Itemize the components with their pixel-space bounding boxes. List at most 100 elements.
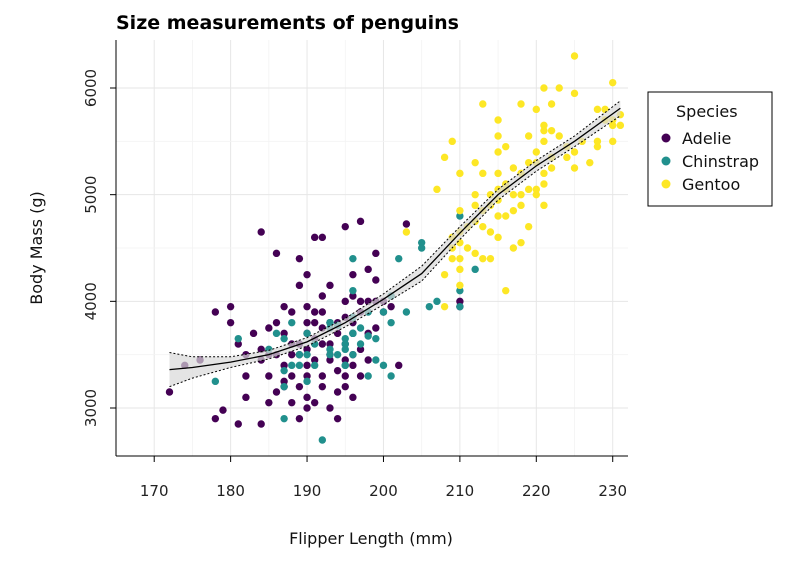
- legend: Species Adelie Chinstrap Gentoo: [647, 91, 773, 207]
- point-chinstrap: [280, 334, 288, 343]
- point-gentoo: [532, 148, 540, 156]
- point-gentoo: [593, 137, 602, 146]
- point-gentoo: [486, 254, 495, 263]
- point-adelie: [318, 308, 327, 316]
- point-adelie: [326, 281, 334, 290]
- point-adelie: [356, 345, 365, 354]
- x-axis-ticks: 170 180 190 200 210 220 230: [140, 456, 627, 500]
- point-gentoo: [555, 84, 563, 92]
- x-tick-label: 210: [446, 482, 475, 500]
- point-adelie: [288, 350, 296, 359]
- point-gentoo: [524, 185, 533, 194]
- point-adelie: [234, 340, 242, 348]
- point-adelie: [257, 345, 265, 354]
- point-adelie: [318, 340, 327, 348]
- legend-label-gentoo: Gentoo: [682, 175, 740, 194]
- point-gentoo: [563, 153, 571, 162]
- point-gentoo: [402, 228, 411, 236]
- confidence-lower-line: [169, 115, 621, 388]
- point-adelie: [318, 233, 327, 242]
- point-chinstrap: [326, 318, 334, 327]
- legend-item-adelie: Adelie: [661, 129, 731, 148]
- chart-title: Size measurements of penguins: [116, 12, 459, 34]
- point-adelie: [318, 382, 327, 391]
- point-chinstrap: [372, 334, 380, 343]
- point-adelie: [318, 292, 327, 300]
- point-chinstrap: [356, 340, 365, 348]
- point-adelie: [257, 420, 265, 428]
- y-tick-label: 6000: [82, 69, 100, 107]
- point-adelie: [303, 302, 311, 311]
- point-adelie: [303, 318, 311, 327]
- point-chinstrap: [372, 356, 380, 364]
- point-adelie: [364, 265, 372, 274]
- point-chinstrap: [318, 436, 327, 444]
- point-gentoo: [540, 121, 548, 130]
- point-chinstrap: [280, 366, 288, 375]
- point-chinstrap: [379, 308, 388, 316]
- point-adelie: [303, 372, 311, 380]
- point-gentoo: [517, 238, 525, 247]
- point-adelie: [341, 372, 349, 380]
- point-adelie: [272, 249, 281, 258]
- confidence-band: [169, 100, 621, 387]
- point-gentoo: [547, 126, 556, 135]
- point-gentoo: [517, 100, 525, 108]
- x-tick-label: 180: [216, 482, 245, 500]
- point-gentoo: [517, 190, 525, 199]
- point-adelie: [265, 372, 273, 380]
- point-gentoo: [502, 142, 510, 151]
- point-gentoo: [486, 228, 495, 236]
- point-gentoo: [463, 244, 472, 252]
- point-gentoo: [509, 206, 518, 215]
- point-chinstrap: [456, 212, 464, 220]
- point-gentoo: [494, 233, 502, 242]
- point-gentoo: [609, 121, 617, 130]
- point-gentoo: [616, 121, 625, 130]
- point-chinstrap: [456, 286, 464, 295]
- point-adelie: [310, 308, 319, 316]
- point-adelie: [295, 382, 304, 391]
- point-adelie: [303, 404, 311, 412]
- point-gentoo: [440, 153, 449, 162]
- point-adelie: [265, 398, 273, 407]
- point-adelie: [372, 324, 380, 332]
- point-chinstrap: [211, 377, 220, 386]
- x-tick-label: 190: [293, 482, 322, 500]
- point-chinstrap: [272, 329, 281, 338]
- point-gentoo: [524, 132, 533, 140]
- point-gentoo: [540, 126, 548, 135]
- point-adelie: [242, 372, 250, 380]
- point-gentoo: [448, 254, 456, 263]
- point-adelie: [280, 302, 288, 311]
- point-adelie: [326, 356, 334, 364]
- point-gentoo: [509, 164, 518, 172]
- point-chinstrap: [402, 308, 411, 316]
- point-gentoo: [540, 84, 548, 92]
- point-gentoo: [570, 89, 579, 98]
- point-chinstrap: [417, 238, 426, 247]
- y-axis-ticks: 3000 4000 5000 6000: [82, 69, 116, 427]
- x-tick-label: 230: [598, 482, 627, 500]
- point-adelie: [356, 297, 365, 306]
- point-gentoo: [532, 190, 540, 199]
- point-adelie: [333, 388, 342, 396]
- smooth-trend: [169, 100, 621, 388]
- y-tick-label: 5000: [82, 176, 100, 214]
- point-chinstrap: [379, 361, 388, 370]
- point-adelie: [326, 404, 334, 412]
- point-gentoo: [547, 100, 556, 108]
- point-gentoo: [471, 201, 479, 210]
- y-tick-label: 3000: [82, 389, 100, 427]
- point-chinstrap: [349, 329, 357, 338]
- point-adelie: [310, 318, 319, 327]
- point-adelie: [242, 393, 250, 402]
- point-gentoo: [593, 142, 602, 151]
- point-gentoo: [479, 222, 487, 231]
- point-adelie: [333, 366, 342, 375]
- point-gentoo: [494, 116, 502, 124]
- point-gentoo: [532, 105, 540, 114]
- point-chinstrap: [295, 361, 304, 370]
- point-chinstrap: [280, 382, 288, 391]
- point-adelie: [310, 233, 319, 242]
